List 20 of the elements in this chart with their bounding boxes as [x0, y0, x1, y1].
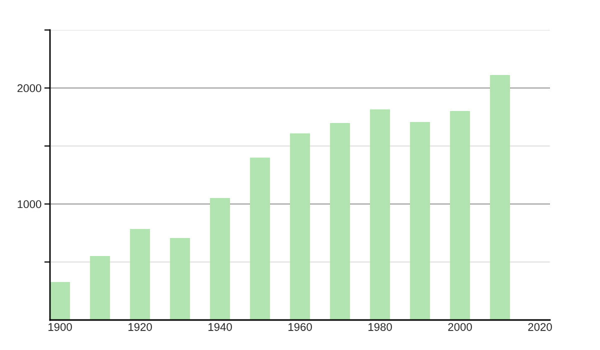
x-tick-label: 2020: [528, 323, 552, 331]
bar: [370, 109, 390, 320]
bar: [130, 229, 150, 320]
x-tick-label: 1940: [208, 323, 232, 331]
x-tick-label: 1900: [48, 323, 72, 331]
x-tick-label: 1920: [128, 323, 152, 331]
bar: [410, 122, 430, 320]
bar: [90, 256, 110, 320]
x-tick-label: 1980: [368, 323, 392, 331]
x-tick-label: 2000: [448, 323, 472, 331]
y-tick-label: 1000: [18, 200, 42, 208]
bar: [210, 198, 230, 320]
x-tick-label: 1960: [288, 323, 312, 331]
bar: [330, 123, 350, 320]
bar: [50, 282, 70, 320]
bar: [490, 75, 510, 320]
bar: [290, 133, 310, 320]
bar: [170, 238, 190, 320]
bar: [450, 110, 470, 320]
bar: [250, 158, 270, 320]
